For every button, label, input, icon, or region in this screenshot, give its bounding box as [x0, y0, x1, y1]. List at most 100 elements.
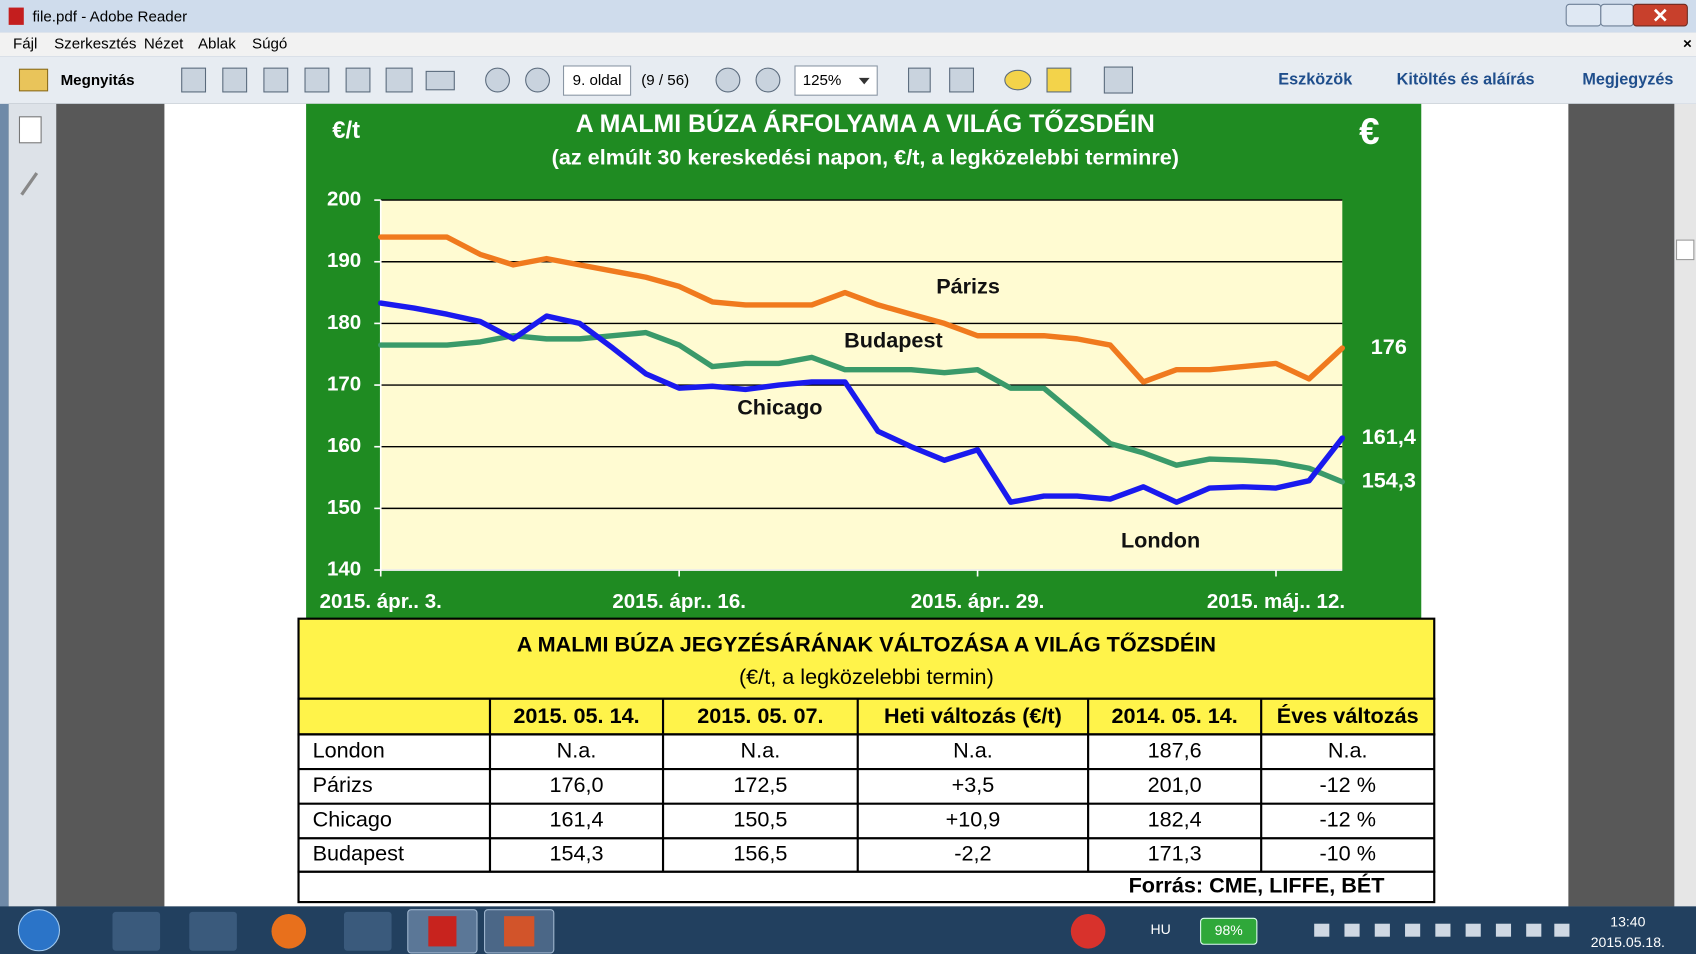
tray-icon[interactable]: [1314, 923, 1330, 937]
comment-icon[interactable]: [1004, 69, 1032, 91]
zoom-in[interactable]: [755, 67, 781, 93]
side-panel: [8, 103, 57, 907]
source-row: [297, 870, 1436, 904]
tool-icon[interactable]: [222, 67, 248, 93]
table-title-block: [297, 617, 1436, 700]
x-tick-label: 2015. ápr.. 3.: [320, 590, 442, 613]
x-tick-label: 2015. ápr.. 16.: [612, 590, 746, 613]
menu-item[interactable]: Fájl: [13, 35, 37, 52]
header-cell: 2015. 05. 14.: [513, 703, 639, 728]
battery-meter[interactable]: [1200, 917, 1258, 945]
scroll-thumb[interactable]: [1675, 239, 1695, 261]
minimize-button[interactable]: [1565, 3, 1602, 27]
expand-icon[interactable]: [1103, 66, 1134, 94]
table-cell: 154,3: [549, 841, 603, 866]
table-source: Forrás: CME, LIFFE, BÉT: [1129, 873, 1385, 898]
table-cell: 150,5: [733, 807, 787, 832]
table-cell: 182,4: [1148, 807, 1202, 832]
table-cell: 161,4: [549, 807, 603, 832]
app-icon: [8, 7, 24, 25]
comment-tab[interactable]: Megjegyzés: [1582, 70, 1673, 88]
taskbar-apps: [112, 909, 1106, 954]
attachment-icon[interactable]: [20, 172, 39, 196]
scrollbar[interactable]: [1674, 103, 1696, 907]
series-label: Chicago: [737, 395, 822, 420]
series-line: [378, 300, 1346, 505]
series-label: Budapest: [844, 328, 943, 353]
language-indicator[interactable]: HU: [1150, 921, 1170, 937]
pages-icon[interactable]: [18, 116, 42, 144]
menu-item[interactable]: Szerkesztés: [54, 35, 137, 52]
chart-title: A MALMI BÚZA ÁRFOLYAMA A VILÁG TŐZSDÉIN: [576, 108, 1155, 138]
maximize-button[interactable]: [1600, 3, 1634, 27]
tools-tab[interactable]: Eszközök: [1278, 70, 1353, 88]
open-icon[interactable]: [18, 68, 49, 92]
firefox-app[interactable]: [271, 913, 307, 949]
window-title: file.pdf - Adobe Reader: [32, 8, 187, 25]
table-cell: +3,5: [952, 772, 995, 797]
print-icon[interactable]: [385, 67, 413, 93]
y-tick-label: 190: [327, 249, 361, 272]
tray-icon[interactable]: [1465, 923, 1481, 937]
fit-icon[interactable]: [949, 67, 975, 93]
open-button[interactable]: Megnyitás: [61, 72, 135, 89]
fill-sign-tab[interactable]: Kitöltés és aláírás: [1397, 70, 1535, 88]
tray-icons: [1314, 923, 1570, 937]
clock-date[interactable]: 2015.05.18.: [1591, 934, 1665, 950]
table-cell: -2,2: [954, 841, 991, 866]
tray-icon[interactable]: [1526, 923, 1542, 937]
london-label: London: [1121, 528, 1200, 553]
prev-page[interactable]: [485, 67, 510, 93]
tray-icon[interactable]: [1374, 923, 1390, 937]
highlight-icon[interactable]: [1046, 67, 1072, 93]
series-line: [378, 329, 1346, 485]
table-subtitle: (€/t, a legközelebbi termin): [739, 664, 994, 689]
start-button[interactable]: [17, 909, 61, 952]
tool-icon[interactable]: [304, 67, 330, 93]
page-number: 9. oldal: [573, 72, 622, 89]
tray-app[interactable]: [1070, 913, 1106, 949]
remote-app[interactable]: [343, 911, 392, 951]
fit-icon[interactable]: [908, 67, 931, 93]
table-cell: +10,9: [946, 807, 1001, 832]
mail-icon[interactable]: [425, 70, 455, 91]
table-cell: 156,5: [733, 841, 787, 866]
toolbar-icons: [181, 66, 1134, 94]
series-line: [378, 234, 1346, 385]
volume-icon[interactable]: [1554, 923, 1570, 937]
table-cell: 176,0: [549, 772, 603, 797]
close-document[interactable]: ×: [1683, 35, 1692, 52]
y-tick-label: 180: [327, 311, 361, 334]
table-cell: N.a.: [557, 737, 597, 762]
tray-icon[interactable]: [1435, 923, 1451, 937]
battery-level: 98%: [1215, 922, 1243, 938]
table-cell: 201,0: [1148, 772, 1202, 797]
tool-icon[interactable]: [263, 67, 289, 93]
next-page[interactable]: [525, 67, 551, 93]
row-label: London: [313, 737, 385, 762]
zoom-dropdown[interactable]: [858, 77, 870, 85]
header-cell: Heti változás (€/t): [884, 703, 1062, 728]
zoom-out[interactable]: [715, 67, 741, 93]
explorer-app[interactable]: [112, 911, 161, 951]
tool-icon[interactable]: [181, 67, 207, 93]
menu-item[interactable]: Nézet: [144, 35, 184, 52]
title-bar: [0, 0, 1696, 33]
menu-item[interactable]: Súgó: [252, 35, 287, 52]
save-icon[interactable]: [345, 67, 371, 93]
menu-item[interactable]: Ablak: [198, 35, 236, 52]
tray-icon[interactable]: [1495, 923, 1512, 937]
page-input[interactable]: [562, 65, 632, 96]
tray-icon[interactable]: [1405, 923, 1421, 937]
clock-time[interactable]: 13:40: [1610, 913, 1645, 929]
tray-icon[interactable]: [1344, 923, 1360, 937]
row-label: Párizs: [313, 772, 373, 797]
table: A MALMI BÚZA JEGYZÉSÁRÁNAK VÁLTOZÁSA A V…: [297, 617, 1436, 904]
chart: 140 150 160 170 180 190 200 2015. ápr.. 3. 2015.…: [320, 188, 1416, 613]
menu: Fájl Szerkesztés Nézet Ablak Súgó: [13, 35, 287, 52]
euro-badge: €: [1359, 111, 1379, 152]
network-app[interactable]: [189, 911, 237, 951]
y-tick-label: 170: [327, 372, 361, 395]
